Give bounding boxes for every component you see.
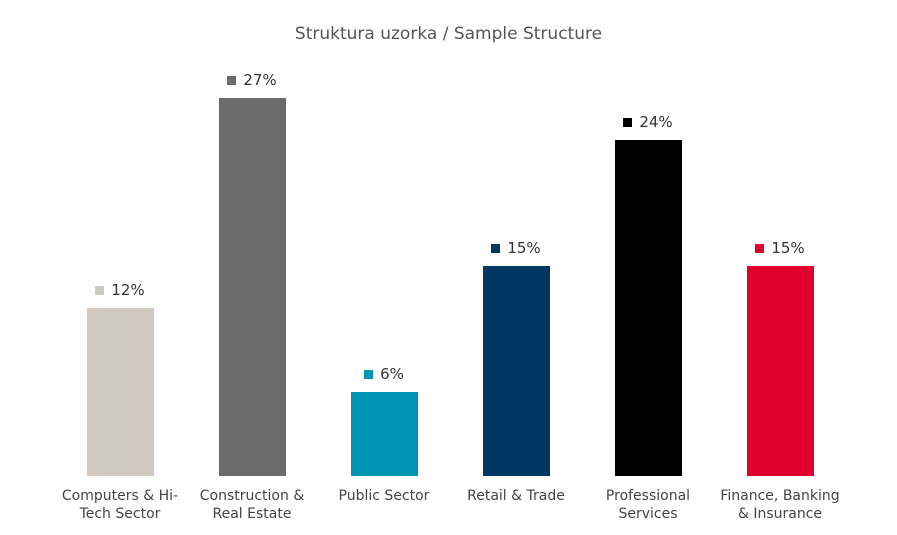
value-label-group: 15% [476,239,556,257]
value-label-group: 15% [740,239,820,257]
value-label: 15% [771,239,805,257]
bar [746,266,814,476]
bar [482,266,550,476]
x-tick-label: Construction & Real Estate [199,488,305,522]
legend-square [95,285,105,295]
legend-square [755,243,765,253]
value-label: 6% [380,365,404,383]
value-label: 12% [111,281,145,299]
value-label: 15% [507,239,541,257]
x-tick-label: Computers & Hi-Tech Sector [61,488,179,522]
bar [350,392,418,476]
legend-square [227,75,237,85]
value-label-group: 6% [344,365,424,383]
legend-square [364,369,374,379]
value-label: 27% [243,71,277,89]
x-tick-label: Retail & Trade [467,488,565,504]
x-tick-label: Public Sector [338,488,430,504]
value-label-group: 12% [80,281,160,299]
value-label-group: 27% [212,71,292,89]
chart-title: Struktura uzorka / Sample Structure [294,24,603,44]
value-label: 24% [639,113,673,131]
bar [614,140,682,476]
value-label-group: 24% [608,113,688,131]
bar [86,308,154,476]
bar [218,98,286,476]
legend-square [623,117,633,127]
legend-square [491,243,501,253]
x-tick-label: Finance, Banking & Insurance [720,488,840,522]
x-tick-label: Professional Services [605,488,691,522]
